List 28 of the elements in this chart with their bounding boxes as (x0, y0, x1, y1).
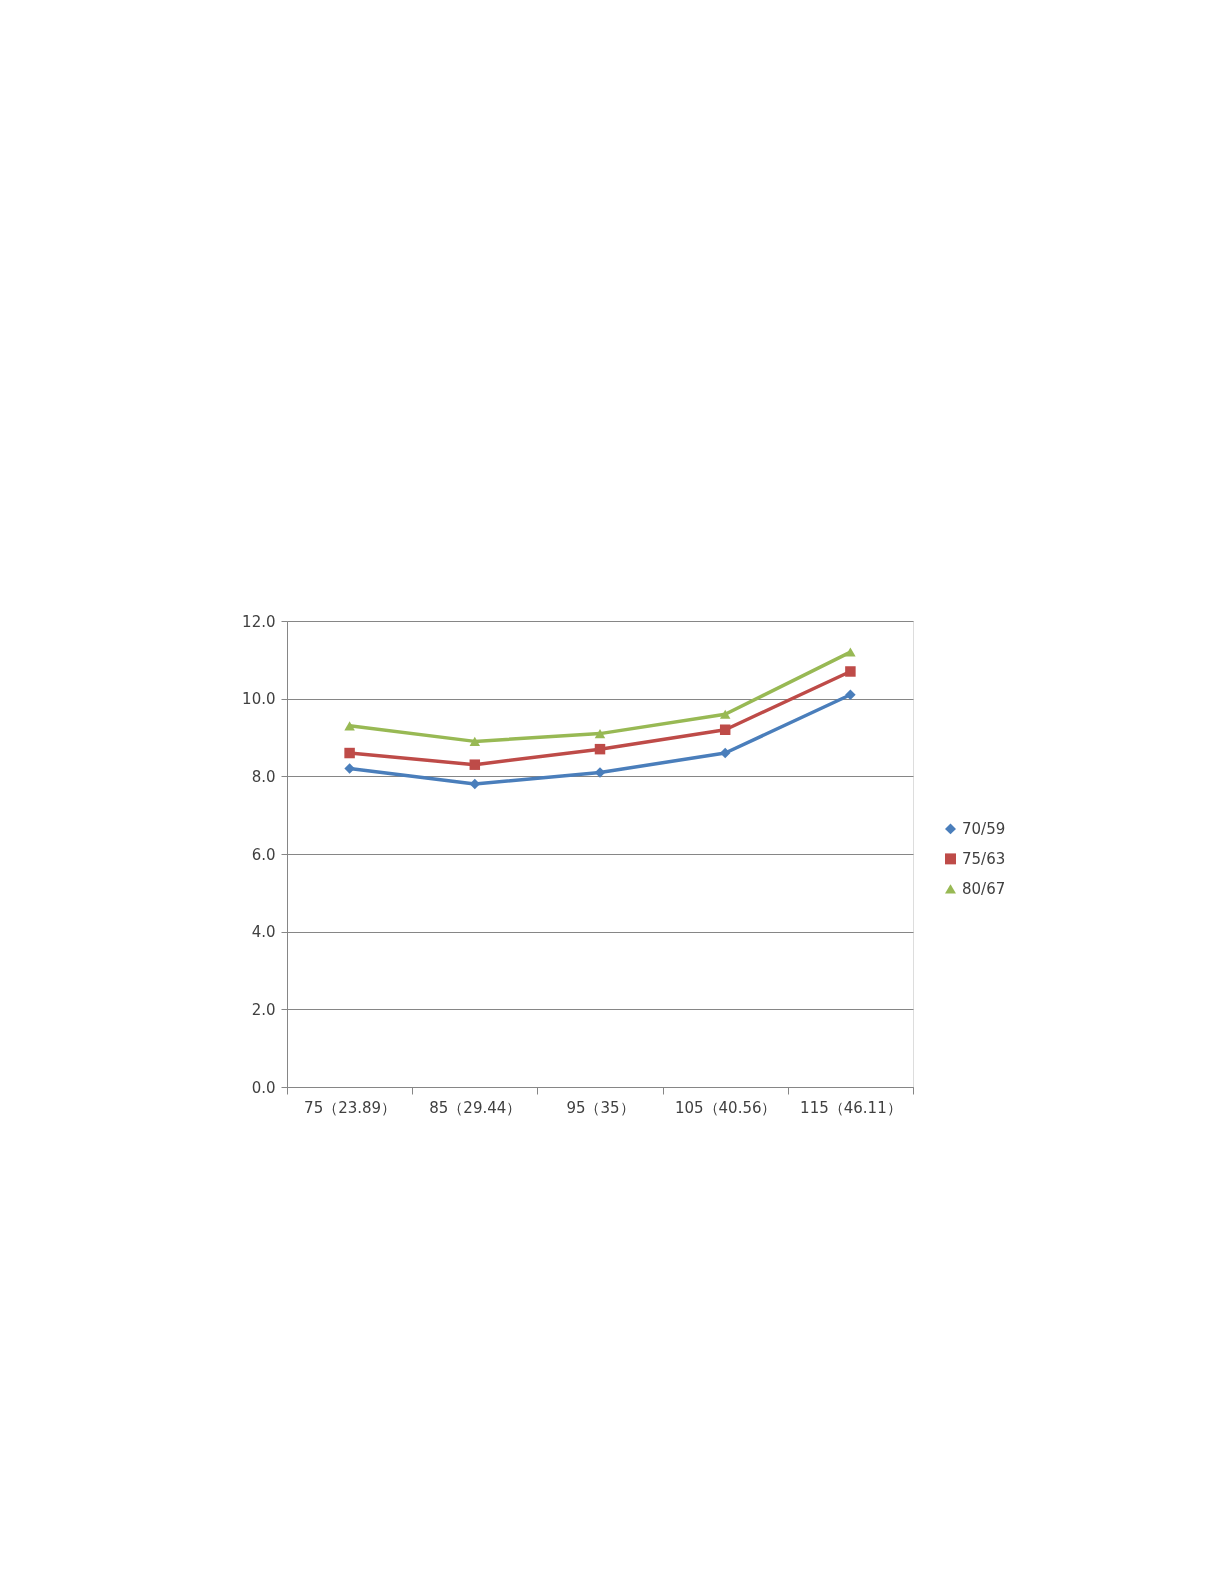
x-tick-label: 75（23.89） (304, 1098, 397, 1117)
point (344, 747, 355, 759)
legend-label: 75/63 (962, 849, 1006, 868)
y-tick-label: 10.0 (242, 690, 276, 709)
point (469, 759, 481, 770)
y-tick-label: 4.0 (251, 923, 276, 942)
y-tick-label: 12.0 (242, 612, 276, 631)
x-tick-label: 105（40.56） (674, 1098, 777, 1117)
x-tick-label: 85（29.44） (429, 1098, 522, 1117)
point (719, 724, 731, 735)
y-tick-label: 0.0 (251, 1078, 276, 1097)
legend-label: 70/59 (962, 819, 1006, 838)
point (344, 763, 355, 774)
point (469, 736, 481, 746)
x-tick-label: 95（35） (566, 1098, 635, 1117)
y-tick-label: 8.0 (251, 767, 276, 786)
point (845, 647, 856, 657)
point (344, 721, 355, 731)
y-tick-label: 6.0 (251, 845, 276, 864)
legend-label: 80/67 (962, 879, 1006, 898)
point (845, 666, 856, 677)
point (594, 767, 606, 778)
point (719, 709, 731, 719)
point (594, 743, 606, 755)
point (845, 689, 856, 701)
x-tick-label: 115（46.11） (800, 1098, 902, 1117)
y-tick-label: 2.0 (251, 1000, 276, 1019)
point (594, 729, 606, 739)
